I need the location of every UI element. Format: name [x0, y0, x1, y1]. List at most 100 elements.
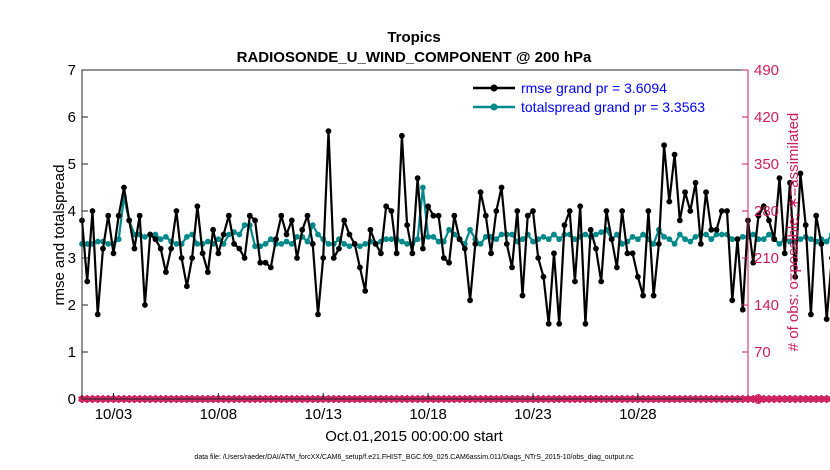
right-tick-label-2: 140 [754, 297, 779, 314]
totalspread-point [545, 236, 552, 243]
rmse-point [766, 217, 772, 224]
rmse-point [713, 226, 720, 233]
totalspread-point [346, 243, 353, 250]
rmse-point [199, 250, 206, 257]
rmse-point [393, 250, 400, 257]
right-tick-label-1: 70 [754, 344, 771, 361]
rmse-point [330, 255, 337, 261]
rmse-point [540, 273, 547, 280]
rmse-point [94, 311, 101, 318]
legend-spread-label: totalspread grand pr = 3.3563 [521, 99, 705, 115]
rmse-point [781, 250, 788, 257]
rmse-point [204, 269, 211, 275]
rmse-point [655, 241, 662, 247]
rmse-point [398, 132, 405, 139]
rmse-point [587, 226, 594, 233]
rmse-point [383, 203, 390, 210]
rmse-point [519, 292, 526, 299]
rmse-point [640, 292, 647, 299]
totalspread-point [309, 222, 316, 229]
totalspread-point [703, 231, 709, 238]
rmse-point [666, 198, 673, 205]
totalspread-point [388, 236, 395, 243]
totalspread-point [435, 238, 442, 245]
rmse-point [503, 241, 510, 247]
rmse-point [823, 316, 830, 322]
rmse-point [89, 208, 96, 214]
rmse-point [608, 236, 615, 243]
rmse-point [378, 250, 384, 257]
rmse-point [131, 245, 138, 252]
rmse-point [776, 175, 783, 182]
rmse-point [246, 212, 253, 219]
y-tick-label-7: 7 [68, 62, 76, 79]
rmse-point [136, 212, 143, 219]
totalspread-point [446, 226, 452, 233]
rmse-point [267, 264, 274, 271]
rmse-point [425, 203, 432, 210]
rmse-point [294, 255, 300, 261]
rmse-point [100, 245, 106, 252]
legend-rmse-marker [490, 84, 498, 92]
totalspread-point [540, 233, 547, 240]
rmse-point [142, 302, 148, 308]
totalspread-point [304, 238, 311, 245]
totalspread-point [613, 231, 620, 238]
plot-background [82, 70, 748, 399]
rmse-point [582, 320, 589, 327]
totalspread-point [163, 233, 169, 240]
rmse-point [173, 208, 180, 214]
rmse-point [404, 222, 411, 229]
totalspread-point [661, 233, 667, 240]
totalspread-point [572, 236, 578, 243]
totalspread-point [739, 233, 746, 240]
rmse-point [252, 217, 258, 224]
rmse-point [288, 217, 295, 224]
rmse-point [488, 250, 494, 257]
totalspread-point [357, 243, 363, 250]
totalspread-point [482, 233, 489, 240]
x-tick-label-2: 10/13 [304, 406, 342, 423]
rmse-point [634, 273, 641, 280]
rmse-point [419, 245, 426, 252]
rmse-point [283, 231, 290, 238]
rmse-point [357, 264, 363, 271]
totalspread-point [776, 241, 783, 247]
rmse-point [739, 306, 746, 313]
y-tick-label-6: 6 [68, 109, 76, 126]
rmse-point [598, 278, 605, 285]
rmse-point [257, 259, 264, 266]
totalspread-point [283, 238, 290, 245]
totalspread-point [634, 236, 641, 243]
right-tick-label-0: 0 [754, 391, 762, 408]
totalspread-point [556, 236, 563, 243]
rmse-point [808, 311, 814, 318]
rmse-point [236, 245, 243, 252]
totalspread-point [236, 231, 243, 238]
rmse-point [692, 179, 699, 186]
totalspread-point [94, 238, 101, 245]
legend: rmse grand pr = 3.6094 totalspread grand… [473, 80, 705, 115]
totalspread-point [713, 231, 720, 238]
rmse-point [110, 250, 117, 257]
totalspread-point [493, 236, 500, 243]
totalspread-point [383, 236, 390, 243]
rmse-point [802, 222, 809, 229]
rmse-point [603, 208, 610, 214]
totalspread-point [215, 236, 222, 243]
totalspread-point [687, 238, 694, 245]
rmse-point [661, 142, 667, 149]
rmse-point [341, 217, 348, 224]
rmse-point [530, 208, 536, 214]
totalspread-point [718, 231, 725, 238]
rmse-point [325, 128, 332, 135]
totalspread-point [425, 233, 432, 240]
y-tick-label-0: 0 [68, 391, 76, 408]
rmse-point [189, 255, 196, 261]
rmse-point [577, 203, 584, 210]
rmse-point [629, 250, 636, 257]
rmse-point [787, 179, 793, 186]
totalspread-point [582, 231, 589, 238]
rmse-point [351, 241, 358, 247]
